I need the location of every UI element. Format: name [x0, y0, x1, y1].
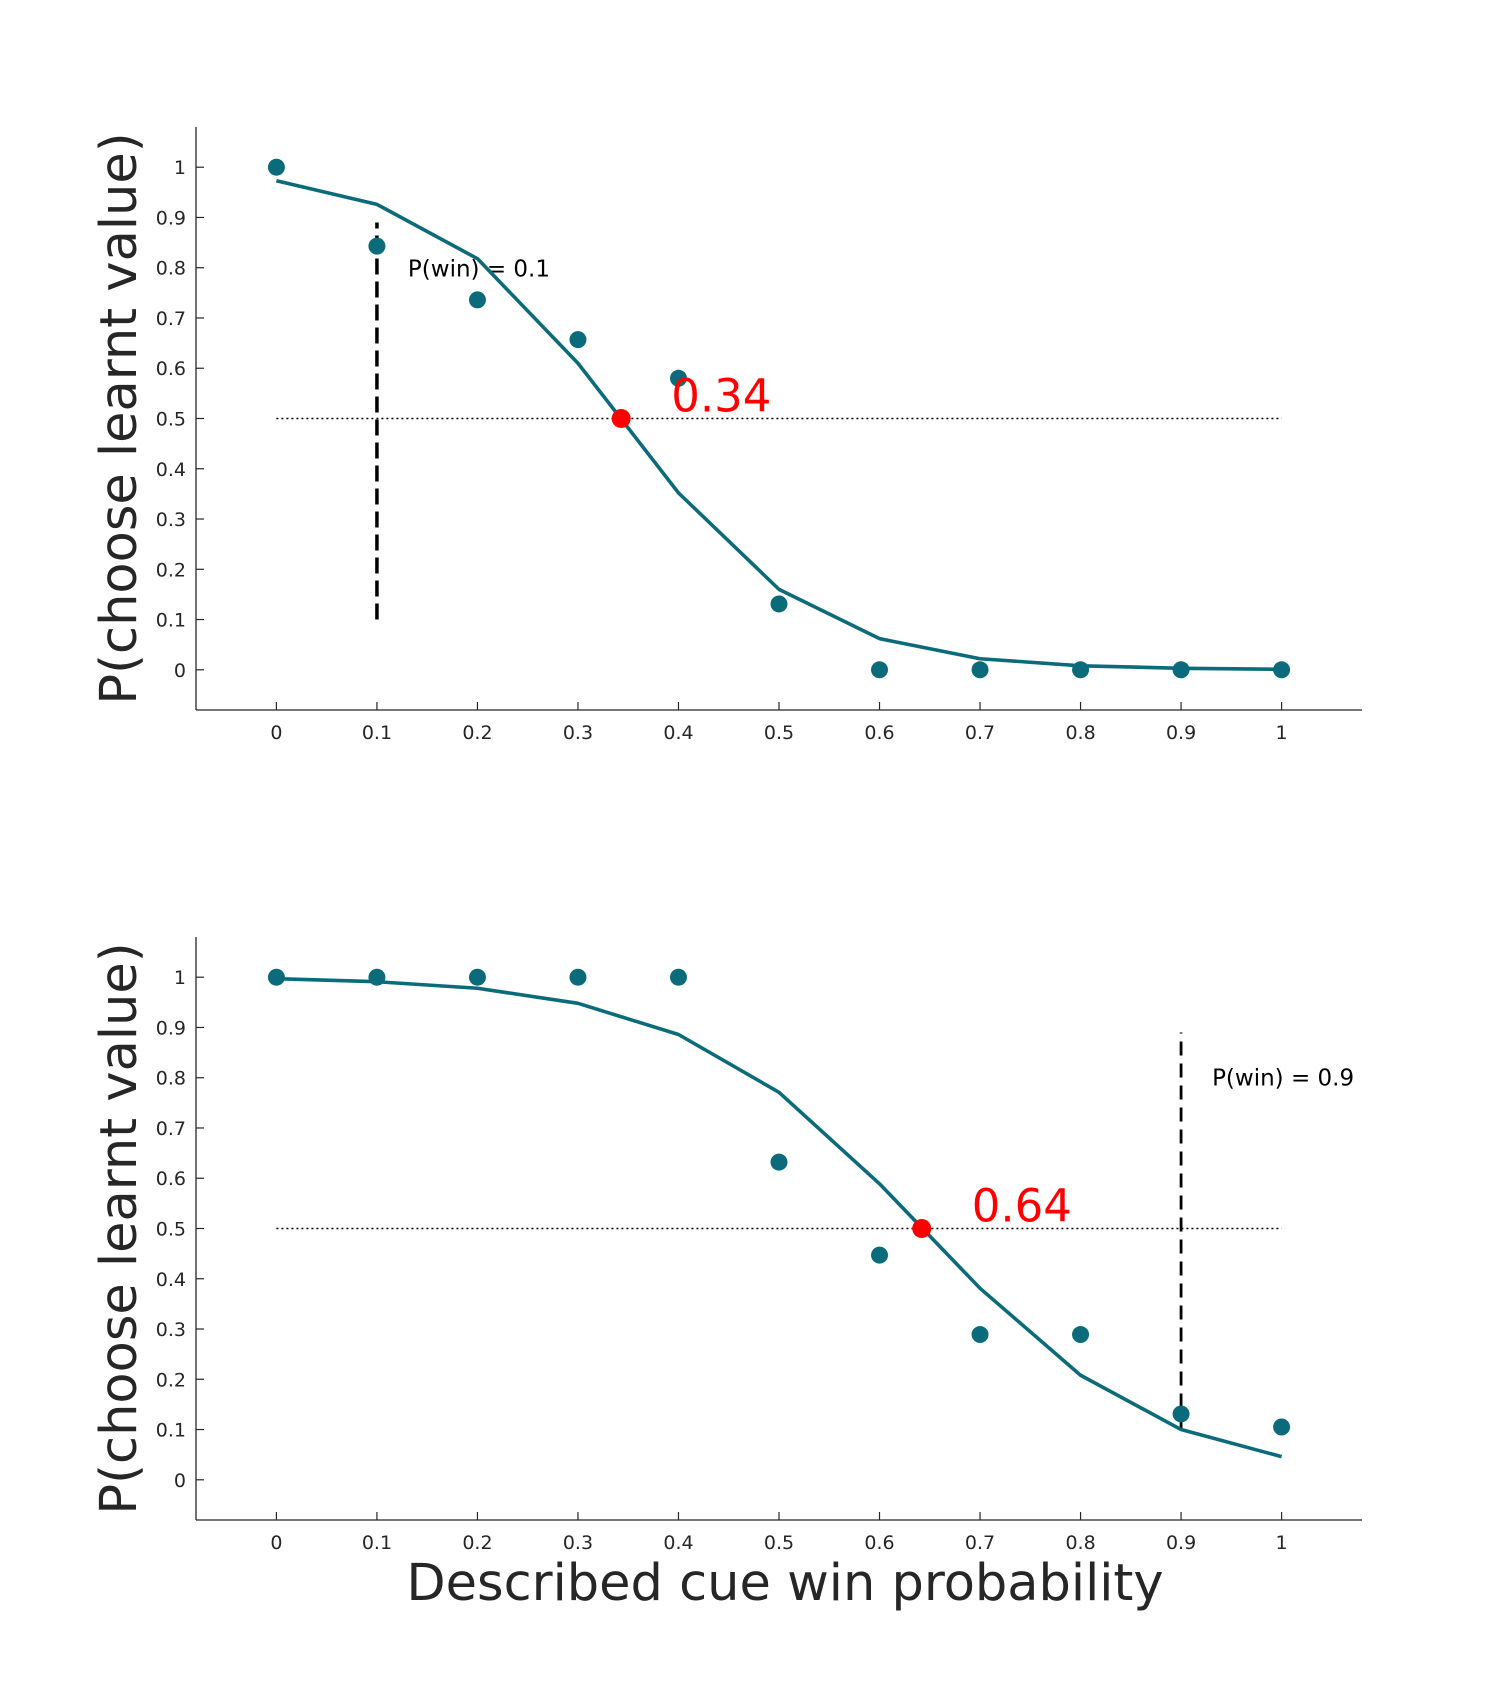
x-tick-label: 0.8 [1065, 1532, 1095, 1554]
crossover-point [912, 1219, 932, 1238]
y-tick-label: 0.8 [156, 258, 186, 280]
crossover-label: 0.64 [972, 1180, 1072, 1233]
x-tick-label: 0.3 [563, 722, 593, 744]
x-tick-label: 1 [1276, 722, 1288, 744]
y-tick-label: 0.4 [156, 459, 186, 481]
x-tick-label: 0.3 [563, 1532, 593, 1554]
data-point [669, 369, 687, 387]
data-point [871, 661, 889, 679]
y-tick-label: 1 [174, 157, 186, 179]
data-point [971, 1326, 989, 1344]
y-tick-label: 0.9 [156, 207, 186, 229]
data-point [267, 968, 285, 986]
y-tick-label: 0 [174, 1470, 186, 1492]
y-tick-label: 0.7 [156, 308, 186, 330]
y-tick-label: 0.5 [156, 1219, 186, 1241]
x-tick-label: 0.2 [462, 1532, 492, 1554]
x-axis-title: Described cue win probability [406, 1554, 1163, 1613]
y-tick-label: 1 [174, 967, 186, 989]
data-point [1072, 1326, 1090, 1344]
fit-curve [276, 179, 1282, 672]
data-point [971, 661, 989, 679]
data-point [368, 968, 386, 986]
y-tick-label: 0.6 [156, 358, 186, 380]
y-tick-label: 0.7 [156, 1118, 186, 1140]
data-point [1172, 1405, 1190, 1423]
y-tick-label: 0.2 [156, 1369, 186, 1391]
data-point [1273, 661, 1291, 679]
data-point [1072, 661, 1090, 679]
data-point [468, 291, 486, 309]
y-tick-label: 0.4 [156, 1269, 186, 1291]
data-point [871, 1246, 889, 1264]
x-tick-label: 0.9 [1166, 722, 1196, 744]
plot-panel-1: 0 0.1 0.2 0.3 0.4 0.5 0.6 0.7 0.8 0.9 1 0 0.1 0.2 0.3 0… [90, 127, 1362, 744]
y-tick-label: 0.3 [156, 1319, 186, 1341]
x-tick-label: 0.4 [663, 722, 693, 744]
x-tick-label: 0.6 [864, 1532, 894, 1554]
x-tick-label: 0.7 [965, 722, 995, 744]
x-tick-label: 0.1 [362, 722, 392, 744]
data-point [669, 968, 687, 986]
data-point [1273, 1418, 1291, 1436]
p-win-label: P(win) = 0.9 [1212, 1066, 1354, 1092]
data-point [770, 595, 788, 613]
y-tick-label: 0.1 [156, 610, 186, 632]
data-point [368, 237, 386, 255]
y-tick-label: 0.9 [156, 1017, 186, 1039]
y-tick-label: 0.6 [156, 1168, 186, 1190]
data-point [267, 158, 285, 176]
y-tick-label: 0.5 [156, 409, 186, 431]
x-tick-label: 0.2 [462, 722, 492, 744]
fit-curve [276, 976, 1283, 1459]
x-tick-label: 0.7 [965, 1532, 995, 1554]
x-tick-label: 0.8 [1065, 722, 1095, 744]
y-axis-title: P(choose learnt value) [90, 942, 149, 1514]
x-tick-label: 0.1 [362, 1532, 392, 1554]
crossover-point [611, 409, 631, 428]
x-tick-label: 1 [1276, 1532, 1288, 1554]
x-tick-label: 0 [270, 722, 282, 744]
y-axis-title: P(choose learnt value) [90, 132, 149, 704]
data-point [1172, 661, 1190, 679]
x-tick-label: 0.6 [864, 722, 894, 744]
x-tick-label: 0 [270, 1532, 282, 1554]
y-tick-label: 0.1 [156, 1420, 186, 1442]
x-tick-label: 0.5 [764, 1532, 794, 1554]
crossover-label: 0.34 [671, 370, 771, 423]
y-tick-label: 0.8 [156, 1068, 186, 1090]
y-tick-label: 0.2 [156, 559, 186, 581]
data-point [569, 331, 587, 349]
x-tick-label: 0.5 [764, 722, 794, 744]
data-point [468, 968, 486, 986]
plot-panel-2: 0 0.1 0.2 0.3 0.4 0.5 0.6 0.7 0.8 0.9 1 0 0.1 0.2 0.3 0… [90, 937, 1362, 1554]
x-tick-label: 0.9 [1166, 1532, 1196, 1554]
data-point [569, 968, 587, 986]
data-point [770, 1153, 788, 1171]
y-tick-label: 0.3 [156, 509, 186, 531]
x-tick-label: 0.4 [663, 1532, 693, 1554]
y-tick-label: 0 [174, 660, 186, 682]
